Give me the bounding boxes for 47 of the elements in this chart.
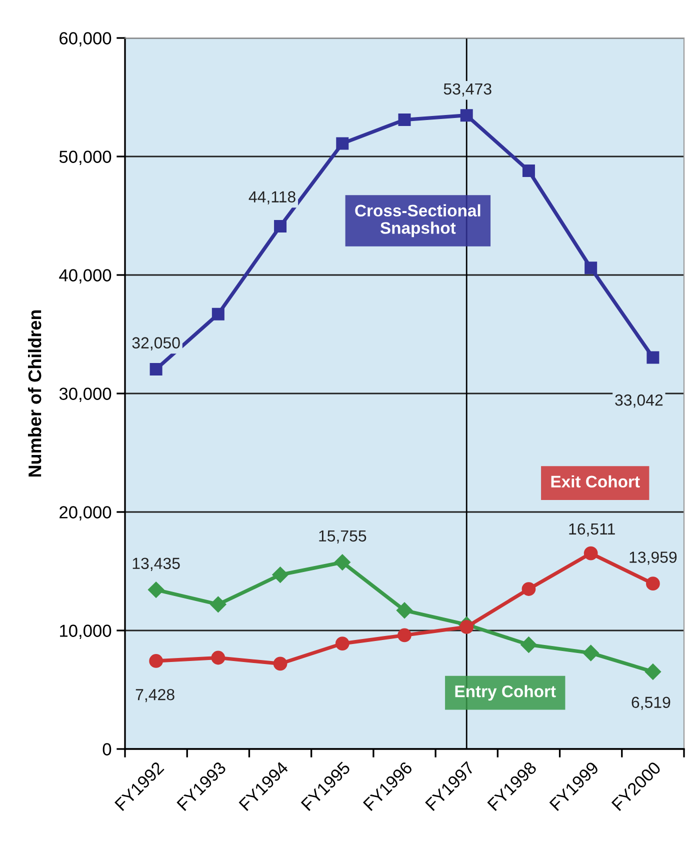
y-tick-label: 20,000: [60, 506, 112, 521]
point: [150, 362, 162, 376]
point: [148, 582, 164, 598]
y-tick-label: 10,000: [60, 624, 112, 640]
point: [398, 628, 412, 642]
point: [644, 664, 662, 680]
point: [210, 596, 226, 612]
y-tick-label: 0: [102, 743, 112, 756]
point: [334, 554, 350, 570]
data-label: 13,959: [630, 552, 677, 565]
point: [520, 636, 537, 653]
y-tick-label: 30,000: [59, 388, 112, 402]
point: [272, 566, 288, 583]
point: [149, 654, 163, 668]
y-tick-label: 50,000: [59, 150, 112, 166]
text: Exit Cohort: [551, 475, 640, 488]
data-label: 44,118: [248, 191, 296, 204]
y-tick-label: 40,000: [59, 269, 112, 284]
point: [584, 546, 598, 560]
point: [522, 164, 535, 177]
point: [212, 308, 224, 320]
point: [335, 636, 350, 650]
data-label: 53,473: [444, 83, 492, 97]
point: [396, 602, 413, 618]
point: [460, 620, 474, 634]
point: [582, 644, 599, 662]
point: [522, 582, 536, 596]
point: [273, 656, 288, 671]
data-label: 16,511: [569, 523, 615, 537]
data-label: 13,435: [132, 558, 180, 571]
text: Cross-Sectional Snapshot: [355, 204, 480, 238]
point: [646, 351, 660, 364]
point: [584, 262, 598, 274]
data-label: 6,519: [632, 696, 670, 710]
y-axis-title: Number of Children: [28, 310, 42, 477]
data-label: 15,755: [319, 530, 366, 544]
point: [460, 109, 473, 122]
point: [274, 220, 287, 232]
data-label: 7,428: [136, 688, 174, 702]
y-tick-label: 60,000: [60, 32, 112, 47]
point: [398, 114, 411, 126]
data-label: 33,042: [615, 394, 663, 408]
text: Entry Cohort: [455, 685, 556, 701]
point: [336, 137, 349, 150]
data-label: 32,050: [132, 337, 180, 350]
point: [646, 576, 660, 591]
point: [211, 650, 226, 665]
